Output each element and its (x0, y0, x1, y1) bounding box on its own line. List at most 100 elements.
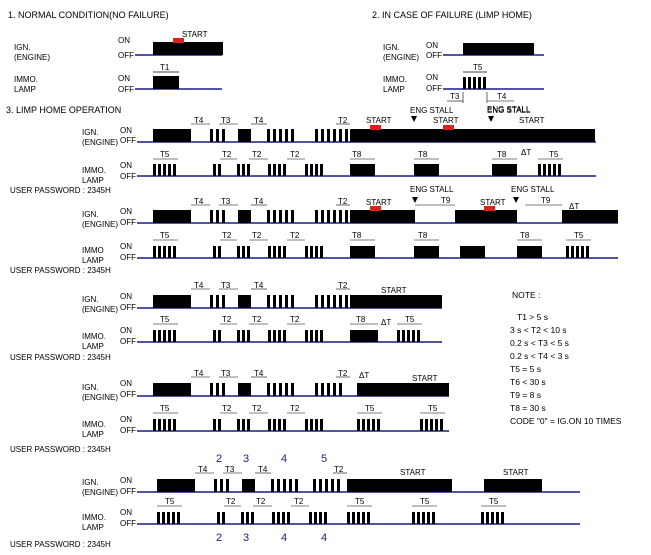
pulse (242, 330, 245, 342)
pulse (173, 419, 176, 431)
pulse-train (268, 246, 286, 258)
pulse (268, 419, 271, 431)
pulse (331, 479, 334, 492)
note-line: T8 = 30 s (510, 403, 546, 413)
pulse (339, 210, 342, 223)
svg-text:LAMP: LAMP (82, 176, 104, 185)
pulse (333, 383, 336, 396)
svg-text:USER PASSWORD : 2345H: USER PASSWORD : 2345H (10, 266, 111, 275)
pulse (432, 512, 435, 524)
pulse-train (213, 246, 221, 258)
note-title: NOTE : (512, 290, 540, 300)
svg-text:T5: T5 (549, 150, 559, 159)
pulse (173, 246, 176, 258)
svg-text:ΔT: ΔT (381, 318, 391, 327)
pulse-train (481, 512, 504, 524)
svg-text:T5: T5 (473, 63, 483, 72)
pulse (481, 512, 484, 524)
pulse (271, 479, 274, 492)
svg-text:OFF: OFF (426, 51, 442, 60)
svg-text:T4: T4 (254, 281, 264, 290)
normal-immo-row: IMMO. LAMP ON OFF T1 (14, 63, 222, 94)
pulse (321, 383, 324, 396)
pulse-train (237, 419, 250, 431)
pulse-train (153, 246, 176, 258)
pulse (278, 246, 281, 258)
svg-text:START: START (433, 116, 459, 125)
pulse (277, 479, 280, 492)
pulse (333, 295, 336, 308)
pulse (463, 77, 466, 89)
svg-text:2: 2 (216, 453, 222, 465)
pulse-train (157, 512, 180, 524)
pulse-train (210, 383, 225, 396)
pulse (210, 383, 213, 396)
note-line: T6 < 30 s (510, 377, 546, 387)
pulse-train (357, 419, 380, 431)
pulse (367, 419, 370, 431)
pulse (237, 246, 240, 258)
svg-text:ENG STALL: ENG STALL (410, 185, 454, 194)
svg-text:ENG STALL: ENG STALL (487, 106, 531, 115)
pulse (352, 512, 355, 524)
pulse (412, 330, 415, 342)
svg-text:LAMP: LAMP (82, 342, 104, 351)
svg-text:T5: T5 (160, 150, 170, 159)
pulse (267, 383, 270, 396)
svg-text:(ENGINE): (ENGINE) (14, 53, 50, 62)
pulse (372, 419, 375, 431)
svg-text:USER PASSWORD : 2345H: USER PASSWORD : 2345H (10, 186, 111, 195)
svg-text:START: START (366, 116, 392, 125)
pulse (226, 479, 229, 492)
pulse (313, 479, 316, 492)
pulse (237, 164, 240, 176)
note-line: 3 s < T2 < 10 s (510, 325, 567, 335)
svg-text:T2: T2 (338, 369, 348, 378)
pulse (422, 512, 425, 524)
svg-text:LAMP: LAMP (383, 85, 405, 94)
pulse-train (213, 419, 221, 431)
svg-text:T5: T5 (365, 404, 375, 413)
pulse (315, 383, 318, 396)
pulse (247, 330, 250, 342)
pulse (213, 330, 216, 342)
svg-text:T2: T2 (334, 465, 344, 474)
pulse-train (153, 419, 176, 431)
pulse (241, 512, 244, 524)
pulse-train (305, 164, 323, 176)
svg-text:T5: T5 (355, 497, 365, 506)
pulse (327, 295, 330, 308)
svg-text:(ENGINE): (ENGINE) (82, 393, 118, 402)
pulse (486, 512, 489, 524)
svg-text:IGN.: IGN. (82, 128, 98, 137)
svg-text:OFF: OFF (120, 390, 136, 399)
pulse (491, 512, 494, 524)
pulse (168, 330, 171, 342)
svg-text:ON: ON (426, 41, 438, 50)
pulse (407, 330, 410, 342)
svg-text:USER PASSWORD : 2345H: USER PASSWORD : 2345H (10, 445, 111, 454)
scenario-1: IGN. (ENGINE) ON OFF START START START E… (10, 106, 596, 195)
svg-text:T2: T2 (252, 404, 262, 413)
scenario-5: 2 3 4 5 IGN. (ENGINE) ON OFF START START… (10, 453, 580, 549)
svg-text:T2: T2 (290, 231, 300, 240)
pulse-train (397, 330, 420, 342)
svg-text:T8: T8 (418, 150, 428, 159)
pulse (473, 77, 476, 89)
svg-text:T5: T5 (574, 231, 584, 240)
pulse (320, 330, 323, 342)
svg-text:OFF: OFF (120, 136, 136, 145)
note-line: T1 > 5 s (517, 312, 548, 322)
pulse-train (210, 295, 225, 308)
svg-text:4: 4 (281, 453, 287, 465)
svg-text:ON: ON (120, 292, 132, 301)
svg-text:T5: T5 (160, 404, 170, 413)
pulse (305, 419, 308, 431)
pulse-train (305, 419, 323, 431)
pulse-train (268, 164, 286, 176)
pulse (483, 77, 486, 89)
pulse (268, 246, 271, 258)
pulse (285, 383, 288, 396)
pulse (397, 330, 400, 342)
